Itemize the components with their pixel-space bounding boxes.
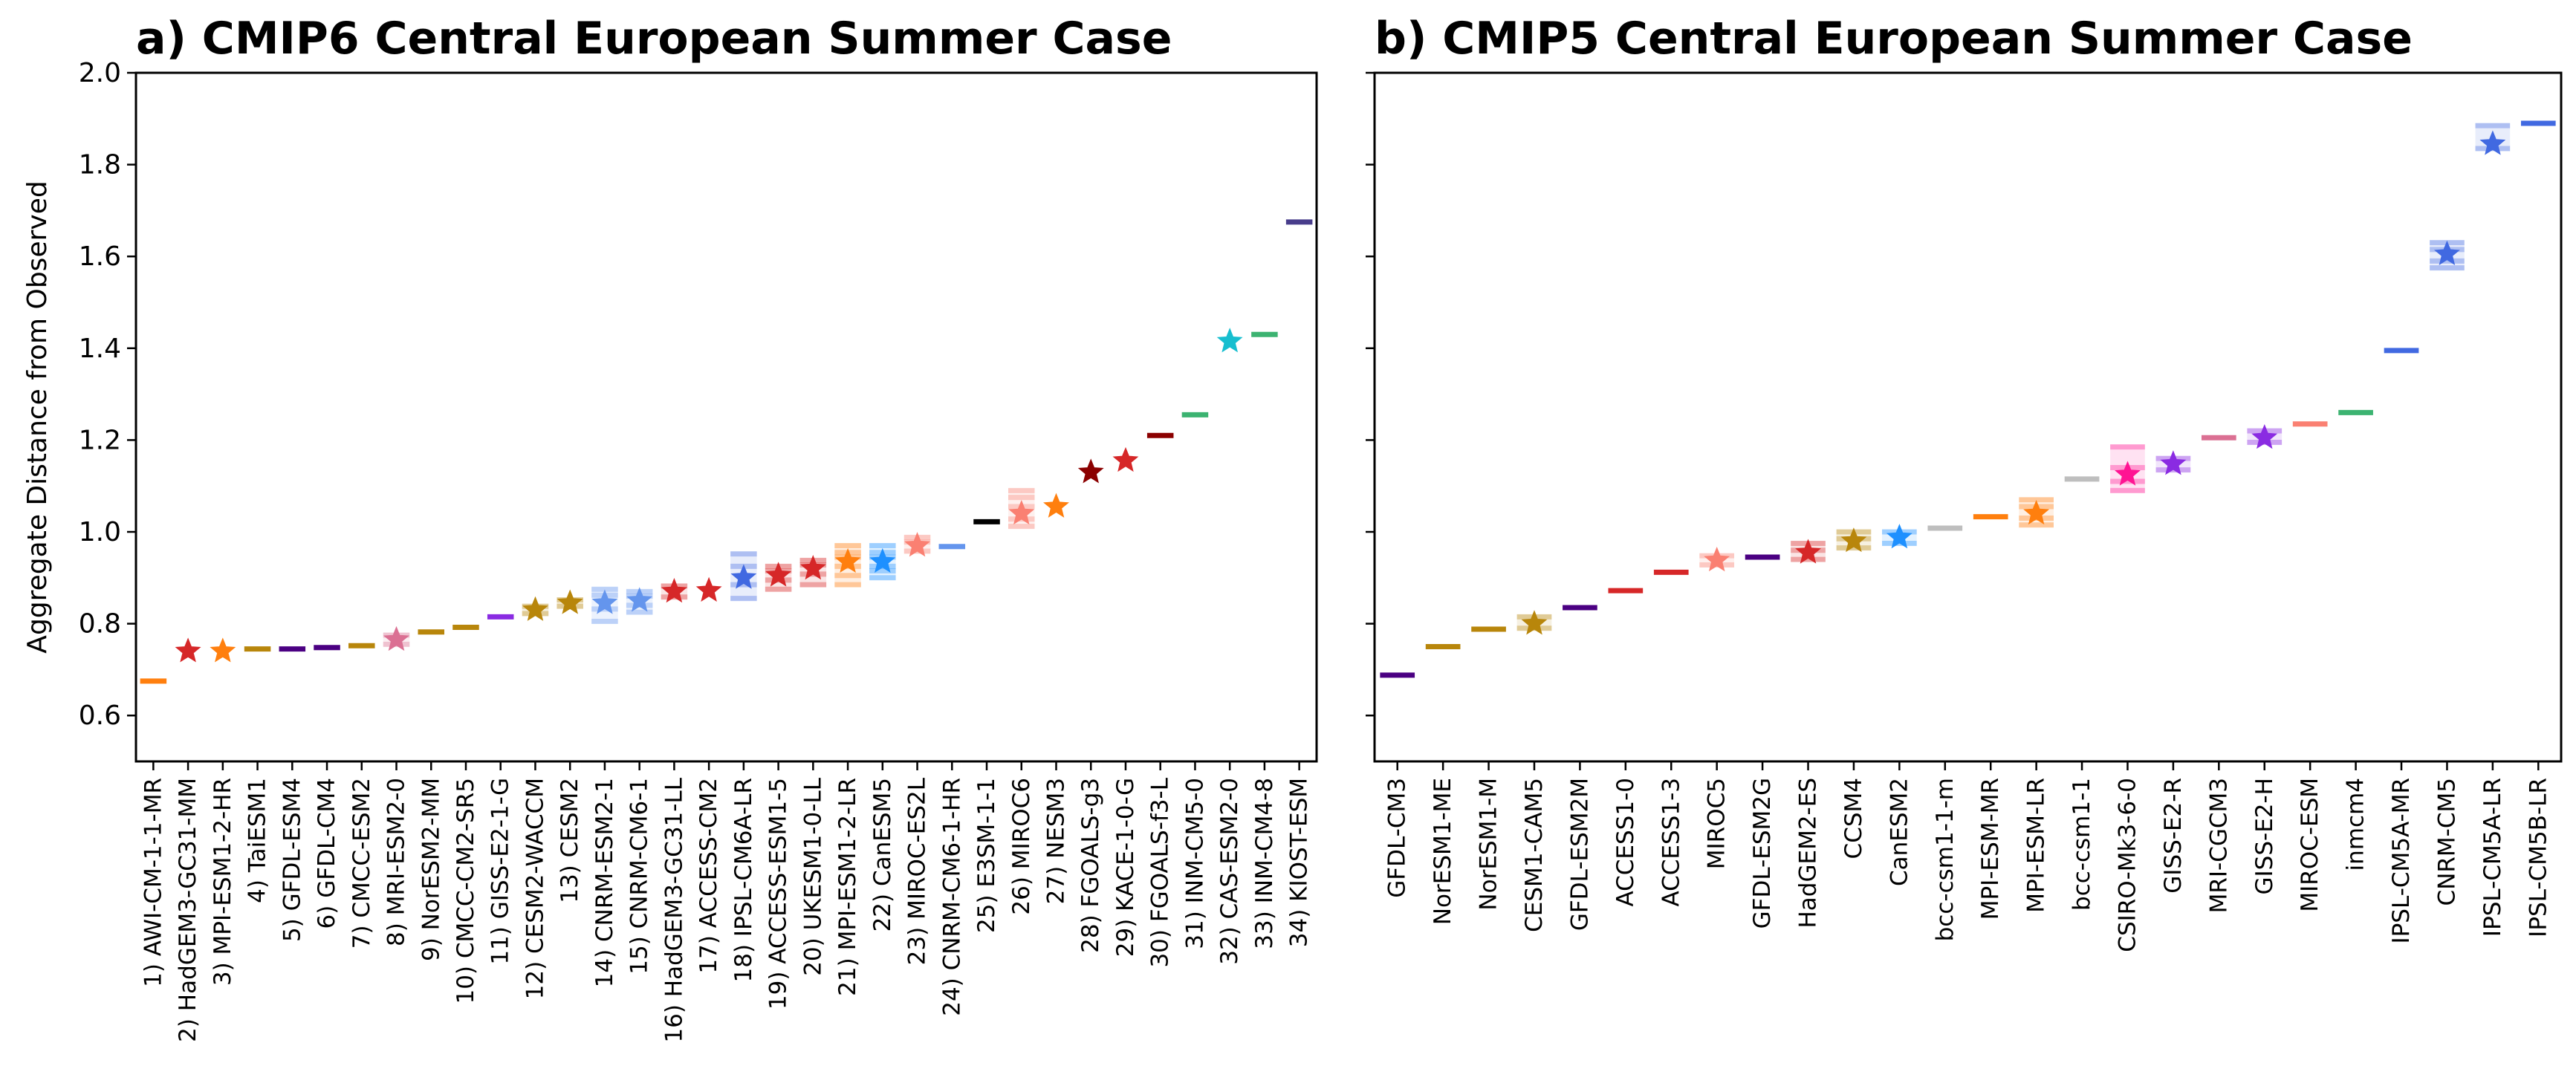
x-tick-label: 15) CNRM-CM6-1 xyxy=(626,778,653,975)
x-tick-label: ACCESS1-0 xyxy=(1612,778,1639,907)
x-tick-label: 11) GISS-E2-1-G xyxy=(487,778,514,965)
x-tick-label: 14) CNRM-ESM2-1 xyxy=(591,778,618,987)
mean-star-marker xyxy=(558,591,582,614)
mean-star-marker xyxy=(176,639,200,662)
x-tick-label: MPI-ESM-LR xyxy=(2023,778,2050,913)
x-tick-label: 29) KACE-1-0-G xyxy=(1112,778,1139,957)
x-tick-label: 17) ACCESS-CM2 xyxy=(695,778,722,974)
x-tick-label: GISS-E2-H xyxy=(2251,778,2278,895)
x-tick-label: MIROC-ESM xyxy=(2297,778,2323,912)
x-tick-label: ACCESS1-3 xyxy=(1658,778,1684,907)
x-tick-label: MPI-ESM-MR xyxy=(1977,778,2004,920)
x-tick-label: 22) CanESM5 xyxy=(869,778,896,932)
x-tick-label: 18) IPSL-CM6A-LR xyxy=(730,778,757,982)
x-tick-label: 7) CMCC-ESM2 xyxy=(348,778,375,949)
x-tick-label: GFDL-ESM2M xyxy=(1566,778,1593,931)
x-tick-label: NorESM1-M xyxy=(1476,778,1502,911)
x-tick-label: GFDL-ESM2G xyxy=(1749,778,1776,929)
x-tick-label: 13) CESM2 xyxy=(557,778,583,903)
x-tick-label: 21) MPI-ESM1-2-LR xyxy=(834,778,861,996)
x-tick-label: 32) CAS-ESM2-0 xyxy=(1216,778,1243,965)
x-tick-label: CanESM2 xyxy=(1886,778,1912,886)
x-tick-label: GISS-E2-R xyxy=(2160,778,2187,894)
x-tick-label: 1) AWI-CM-1-1-MR xyxy=(140,778,166,987)
chart-panel-b: b) CMIP5 Central European Summer Case GFD… xyxy=(1366,13,2561,952)
x-tick-label: IPSL-CM5A-MR xyxy=(2388,778,2415,944)
y-tick-label: 1.8 xyxy=(79,150,121,181)
y-tick-label: 1.4 xyxy=(79,334,121,364)
x-tick-label: 3) MPI-ESM1-2-HR xyxy=(210,778,236,986)
x-tick-label: HadGEM2-ES xyxy=(1795,778,1822,929)
x-tick-label: MIROC5 xyxy=(1704,778,1730,869)
x-tick-label: 20) UKESM1-0-LL xyxy=(799,777,826,976)
plot-frame xyxy=(1375,73,2561,761)
y-tick-label: 0.8 xyxy=(79,609,121,640)
x-tick-label: 31) INM-CM5-0 xyxy=(1181,778,1208,949)
y-tick-label: 0.6 xyxy=(79,700,121,731)
x-tick-label: 24) CNRM-CM6-1-HR xyxy=(938,778,965,1016)
x-tick-label: IPSL-CM5A-LR xyxy=(2479,778,2506,937)
x-tick-label: 16) HadGEM3-GC31-LL xyxy=(661,777,687,1042)
x-tick-label: CSIRO-Mk3-6-0 xyxy=(2114,778,2141,952)
y-tick-label: 1.6 xyxy=(79,241,121,272)
y-tick-label: 1.2 xyxy=(79,425,121,455)
x-tick-label: 19) ACCESS-ESM1-5 xyxy=(765,778,792,1010)
x-tick-label: CCSM4 xyxy=(1840,778,1867,859)
x-tick-label: CNRM-CM5 xyxy=(2433,778,2460,906)
x-tick-label: NorESM1-ME xyxy=(1430,778,1456,925)
mean-star-marker xyxy=(211,639,235,662)
x-tick-label: 34) KIOST-ESM xyxy=(1286,778,1313,947)
x-tick-label: 26) MIROC6 xyxy=(1008,778,1035,915)
x-tick-label: 8) MRI-ESM2-0 xyxy=(383,778,410,946)
mean-star-marker xyxy=(697,578,721,601)
y-tick-label: 2.0 xyxy=(79,58,121,88)
x-tick-label: bcc-csm1-1-m xyxy=(1932,778,1959,941)
x-tick-label: bcc-csm1-1 xyxy=(2069,778,2095,911)
x-tick-label: MRI-CGCM3 xyxy=(2205,778,2232,913)
chart-panel-a: a) CMIP6 Central European Summer Case 0.6… xyxy=(22,13,1317,1043)
x-tick-label: 30) FGOALS-f3-L xyxy=(1147,777,1174,967)
x-tick-label: 9) NorESM2-MM xyxy=(418,778,444,961)
x-tick-label: CESM1-CAM5 xyxy=(1521,778,1548,932)
mean-star-marker xyxy=(523,597,547,620)
x-tick-label: GFDL-CM3 xyxy=(1384,778,1411,898)
x-tick-label: 23) MIROC-ES2L xyxy=(904,777,931,965)
mean-star-marker xyxy=(1079,460,1103,483)
mean-star-marker xyxy=(1114,448,1138,471)
mean-star-marker xyxy=(1218,329,1242,352)
mean-star-marker xyxy=(1044,494,1068,517)
x-tick-label: 2) HadGEM3-GC31-MM xyxy=(175,778,201,1042)
y-tick-label: 1.0 xyxy=(79,517,121,547)
x-tick-label: 28) FGOALS-g3 xyxy=(1077,778,1104,953)
x-tick-label: 25) E3SM-1-1 xyxy=(973,778,1000,933)
x-tick-label: 12) CESM2-WACCM xyxy=(522,778,548,999)
x-tick-label: 6) GFDL-CM4 xyxy=(314,778,340,929)
x-tick-label: IPSL-CM5B-LR xyxy=(2525,778,2551,937)
x-tick-label: 33) INM-CM4-8 xyxy=(1251,778,1278,949)
chart-title: a) CMIP6 Central European Summer Case xyxy=(136,13,1172,65)
x-tick-label: 4) TaiESM1 xyxy=(244,778,271,903)
x-tick-label: 5) GFDL-ESM4 xyxy=(279,778,305,942)
y-axis-label: Aggregate Distance from Observed xyxy=(22,181,53,653)
chart-title: b) CMIP5 Central European Summer Case xyxy=(1375,13,2413,65)
x-tick-label: inmcm4 xyxy=(2343,778,2369,871)
x-tick-label: 27) NESM3 xyxy=(1042,778,1069,904)
x-tick-label: 10) CMCC-CM2-SR5 xyxy=(452,778,479,1004)
plot-frame xyxy=(136,73,1317,761)
